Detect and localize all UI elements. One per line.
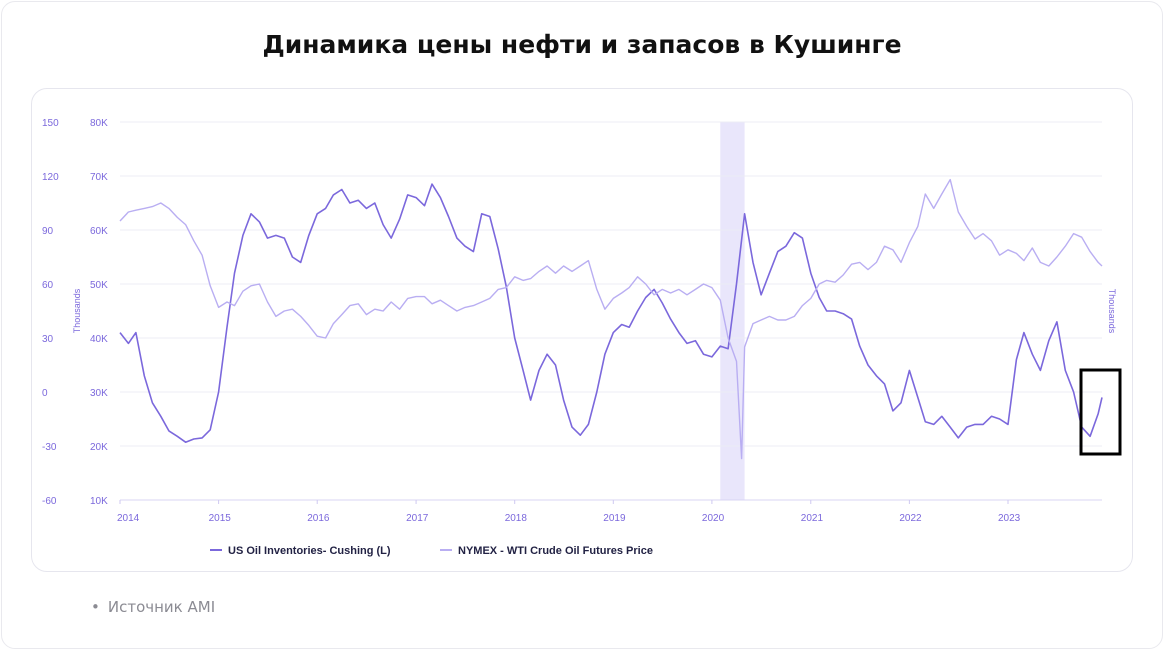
right-tick-label: 20K [90, 442, 108, 453]
x-tick-label: 2020 [702, 513, 725, 524]
series-line-inventories [119, 183, 1103, 443]
x-tick-label: 2014 [117, 513, 140, 524]
right-tick-label: 10K [90, 496, 108, 507]
page-title: Динамика цены нефти и запасов в Кушинге [262, 30, 902, 59]
left-tick-label: -60 [42, 496, 57, 507]
right-tick-label: 30K [90, 388, 108, 399]
series-line-price [119, 178, 1103, 460]
legend-label: US Oil Inventories- Cushing (L) [228, 545, 391, 557]
right-tick-label: 50K [90, 280, 108, 291]
x-tick-label: 2022 [899, 513, 922, 524]
source-text: Источник AMI [107, 598, 216, 616]
marked-region-box [1079, 368, 1122, 456]
right-axis-title: Thousands [72, 288, 82, 333]
x-tick-label: 2018 [505, 513, 528, 524]
right-tick-label: 80K [90, 118, 108, 129]
left-tick-label: 0 [42, 388, 48, 399]
left-tick-label: 150 [42, 118, 59, 129]
bullet-icon: • [91, 598, 100, 616]
x-tick-label: 2023 [998, 513, 1021, 524]
left-tick-label: 90 [42, 226, 54, 237]
legend-label: NYMEX - WTI Crude Oil Futures Price [458, 545, 653, 557]
x-tick-label: 2017 [406, 513, 429, 524]
x-tick-label: 2015 [209, 513, 232, 524]
outer-axis-title: Thousands [1107, 289, 1117, 334]
left-tick-label: 60 [42, 280, 54, 291]
x-tick-label: 2019 [603, 513, 626, 524]
left-tick-label: -30 [42, 442, 57, 453]
right-tick-label: 40K [90, 334, 108, 345]
x-tick-label: 2016 [307, 513, 330, 524]
source-note: • Источник AMI [91, 598, 215, 616]
right-tick-label: 70K [90, 172, 108, 183]
right-tick-label: 60K [90, 226, 108, 237]
chart-card: 150 80K 120 70K 90 60K 60 50K 30 40K 0 30K -30 20K -60… [31, 88, 1133, 572]
left-tick-label: 30 [42, 334, 54, 345]
left-tick-label: 120 [42, 172, 59, 183]
x-tick-label: 2021 [801, 513, 824, 524]
chart-svg: 150 80K 120 70K 90 60K 60 50K 30 40K 0 30K -30 20K -60… [42, 118, 1122, 557]
